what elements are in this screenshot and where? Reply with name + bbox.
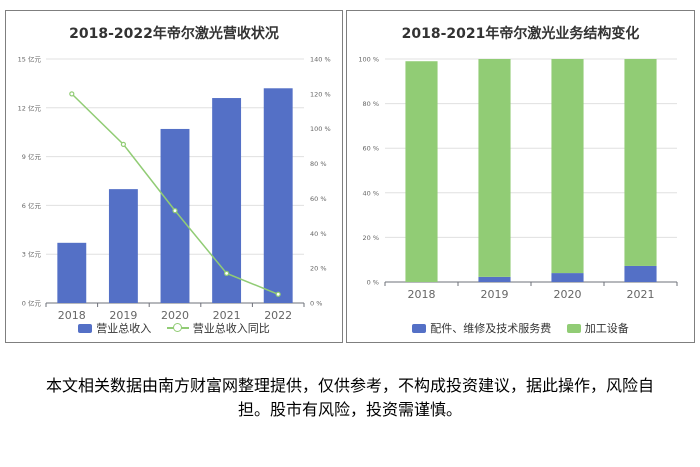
chart-title: 2018-2022年帝尔激光营收状况 <box>69 26 279 42</box>
bar <box>108 189 138 303</box>
bar <box>263 88 293 303</box>
legend-label: 加工设备 <box>584 322 629 335</box>
bar <box>212 98 242 303</box>
y2-tick-label: 80 % <box>310 160 327 168</box>
x-tick-label: 2020 <box>554 288 582 301</box>
yoy-point <box>69 91 75 97</box>
y-tick-label: 15 亿元 <box>18 55 42 64</box>
revenue-chart: 0 亿元 3 亿元 6 亿元 9 亿元 12 亿元 15 亿元 0 % 20 % 40 % 60 … <box>18 55 331 323</box>
bar-segment-services <box>551 273 584 282</box>
y2-tick-label: 120 % <box>310 90 331 98</box>
bar-segment-equipment <box>551 59 584 274</box>
y-tick-label: 9 亿元 <box>22 152 42 161</box>
y2-tick-label: 40 % <box>310 230 327 238</box>
y-tick-label: 40 % <box>362 189 379 197</box>
disclaimer-text: 本文相关数据由南方财富网整理提供，仅供参考，不构成投资建议，据此操作，风险自担。… <box>45 376 654 419</box>
yoy-point <box>275 291 281 297</box>
y-tick-label: 80 % <box>362 100 379 108</box>
business-structure-chart-panel: 2018-2021年帝尔激光业务结构变化 0 % 20 % 40 % 60 % 80 %… <box>346 10 695 343</box>
legend-swatch-bar <box>412 323 427 333</box>
y-tick-label: 12 亿元 <box>18 103 42 112</box>
bar <box>160 128 190 303</box>
yoy-point <box>120 141 127 147</box>
legend-item-services[interactable]: 配件、维修及技术服务费 <box>412 320 551 336</box>
bar-segment-equipment <box>624 59 657 266</box>
yoy-point <box>224 270 230 276</box>
y2-tick-label: 0 % <box>310 300 322 308</box>
y2-tick-label: 100 % <box>310 125 331 133</box>
bar-segment-equipment <box>478 59 511 277</box>
bar-segment-services <box>478 276 511 282</box>
y-tick-label: 0 % <box>367 279 379 287</box>
yoy-point <box>172 208 178 214</box>
x-tick-label: 2019 <box>109 309 137 322</box>
legend-label: 配件、维修及技术服务费 <box>430 322 552 335</box>
y-tick-label: 20 % <box>362 234 379 242</box>
bar-segment-equipment <box>405 61 438 283</box>
x-tick-label: 2020 <box>161 309 189 322</box>
legend-item-revenue[interactable]: 营业总收入 <box>78 320 151 336</box>
x-tick-label: 2021 <box>627 288 655 301</box>
bar-segment-services <box>624 265 657 282</box>
y2-tick-label: 20 % <box>310 265 327 273</box>
x-tick-label: 2022 <box>264 309 292 322</box>
y2-tick-label: 140 % <box>310 56 331 64</box>
y-tick-label: 6 亿元 <box>22 201 42 210</box>
y2-tick-label: 60 % <box>310 195 327 203</box>
x-tick-label: 2018 <box>58 309 86 322</box>
legend-label: 营业总收入同比 <box>192 321 270 335</box>
legend-item-equipment[interactable]: 加工设备 <box>566 320 629 336</box>
legend-swatch-bar <box>78 323 93 333</box>
y-tick-label: 0 亿元 <box>22 299 42 308</box>
business-structure-chart: 0 % 20 % 40 % 60 % 80 % 100 % 2018 2019 2020 2021 <box>358 56 678 301</box>
revenue-chart-panel: 2018-2022年帝尔激光营收状况 0 亿元 3 亿元 6 亿元 9 亿元 12 亿元… <box>5 10 343 343</box>
bar <box>57 242 87 303</box>
chart-title: 2018-2021年帝尔激光业务结构变化 <box>401 26 640 42</box>
x-tick-label: 2021 <box>213 309 241 322</box>
legend-label: 营业总收入 <box>96 322 152 335</box>
x-tick-label: 2019 <box>481 288 509 301</box>
chart-legend: 配件、维修及技术服务费 加工设备 <box>347 320 694 336</box>
x-tick-label: 2018 <box>408 288 436 301</box>
chart-legend: 营业总收入 营业总收入同比 <box>6 320 342 337</box>
y-tick-label: 60 % <box>362 145 379 153</box>
y-tick-label: 100 % <box>358 56 379 64</box>
legend-item-yoy[interactable]: 营业总收入同比 <box>166 320 270 336</box>
legend-swatch-bar <box>566 323 581 333</box>
y-tick-label: 3 亿元 <box>22 250 42 259</box>
legend-swatch-line <box>166 322 189 333</box>
